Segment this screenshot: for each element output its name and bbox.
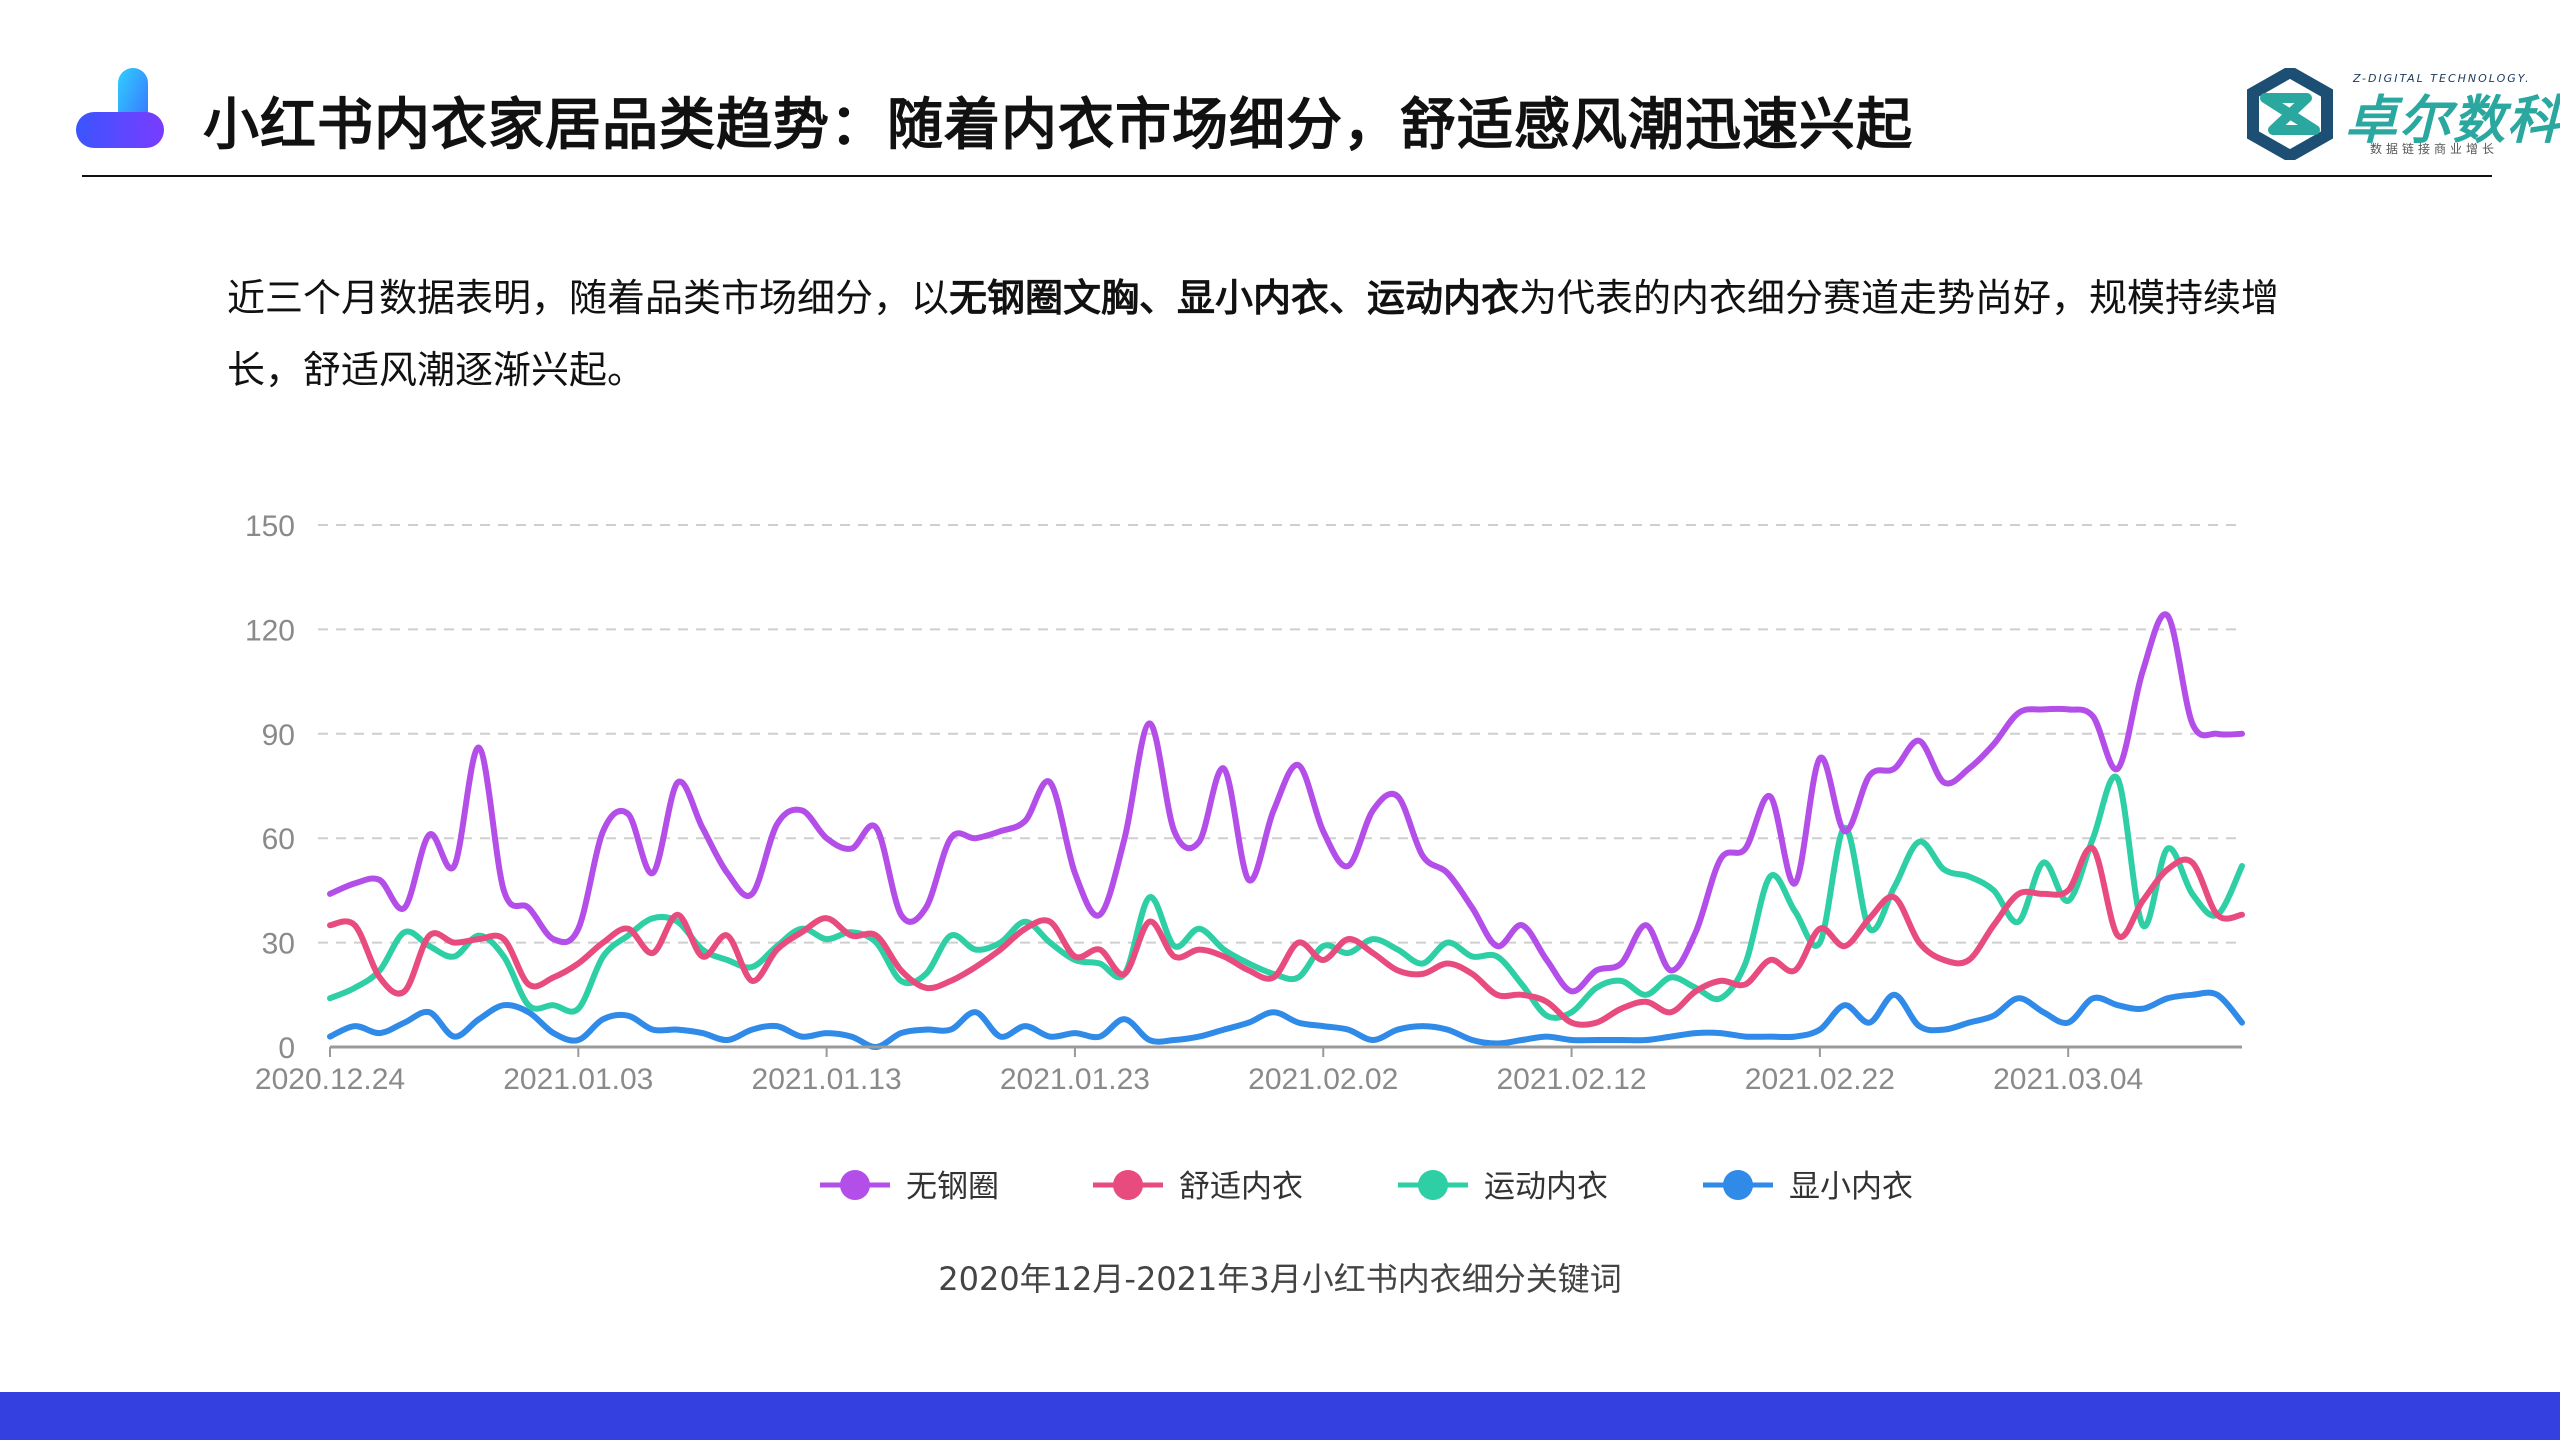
x-tick-label: 2021.02.02 (1248, 1063, 1398, 1096)
legend-label: 舒适内衣 (1179, 1169, 1303, 1205)
x-tick-label: 2021.01.23 (1000, 1063, 1150, 1096)
legend-label: 无钢圈 (906, 1169, 999, 1205)
x-tick-label: 2021.02.12 (1496, 1063, 1646, 1096)
footer-accent-bar (0, 1392, 2560, 1440)
series-line-0 (327, 611, 2245, 995)
stacked-pill-logo-icon (76, 68, 164, 148)
brand-slogan: 数据链接商业增长 (2370, 142, 2499, 156)
brand-name-en: Z-DIGITAL TECHNOLOGY. (2353, 72, 2531, 85)
legend-swatch-dot (1723, 1170, 1753, 1200)
legend-item[interactable]: 显小内衣 (1703, 1169, 1913, 1205)
y-tick-label: 90 (262, 719, 295, 752)
x-tick-label: 2021.01.03 (503, 1063, 653, 1096)
legend-label: 运动内衣 (1484, 1169, 1608, 1205)
gridlines (318, 524, 2242, 944)
brand-logo: Z-DIGITAL TECHNOLOGY. 卓尔数科 数据链接商业增长 (2245, 64, 2559, 164)
legend-swatch-dot (1113, 1170, 1143, 1200)
legend-swatch-dot (840, 1170, 870, 1200)
y-tick-label: 120 (245, 614, 295, 647)
chart-caption: 2020年12月-2021年3月小红书内衣细分关键词 (938, 1260, 1622, 1298)
intro-text-1: 近三个月数据表明，随着品类市场细分，以 (227, 276, 950, 320)
legend-label: 显小内衣 (1789, 1169, 1913, 1205)
series-line-2 (327, 773, 2245, 1021)
brand-name-cn: 卓尔数科 (2345, 91, 2560, 151)
x-axis-ticks: 2020.12.24 2021.01.03 2021.01.13 2021.01.23… (255, 1047, 2143, 1096)
intro-paragraph: 近三个月数据表明，随着品类市场细分，以无钢圈文胸、显小内衣、运动内衣为代表的内衣… (227, 262, 2337, 406)
y-tick-label: 30 (262, 928, 295, 961)
legend-item[interactable]: 舒适内衣 (1093, 1169, 1303, 1205)
x-tick-label: 2020.12.24 (255, 1063, 405, 1096)
hexagon-z-logo-icon (2247, 68, 2333, 160)
line-chart: 0 30 60 90 120 150 2020.12.24 2021.01.03 2021.0… (245, 510, 2245, 1096)
page-title: 小红书内衣家居品类趋势：随着内衣市场细分，舒适感风潮迅速兴起 (203, 93, 1913, 158)
x-tick-label: 2021.03.04 (1993, 1063, 2143, 1096)
intro-text-2: 为代表的内衣细分赛道走势尚好，规模持续增长，舒适风潮逐渐兴起。 (227, 276, 2280, 392)
legend-item[interactable]: 无钢圈 (820, 1169, 999, 1205)
chart-legend: 无钢圈 舒适内衣 运动内衣 显小内衣 (820, 1169, 1913, 1205)
series-line-1 (327, 844, 2245, 1028)
y-axis-ticks: 0 30 60 90 120 150 (245, 510, 295, 1065)
x-tick-label: 2021.01.13 (752, 1063, 902, 1096)
legend-swatch-dot (1418, 1170, 1448, 1200)
series-line-3 (327, 989, 2245, 1050)
intro-highlight: 无钢圈文胸、显小内衣、运动内衣 (949, 276, 1520, 320)
y-tick-label: 150 (245, 510, 295, 543)
y-tick-label: 60 (262, 823, 295, 856)
title-divider (82, 175, 2492, 177)
series-lines (327, 611, 2245, 1050)
x-tick-label: 2021.02.22 (1745, 1063, 1895, 1096)
y-tick-label: 0 (278, 1032, 295, 1065)
legend-item[interactable]: 运动内衣 (1398, 1169, 1608, 1205)
